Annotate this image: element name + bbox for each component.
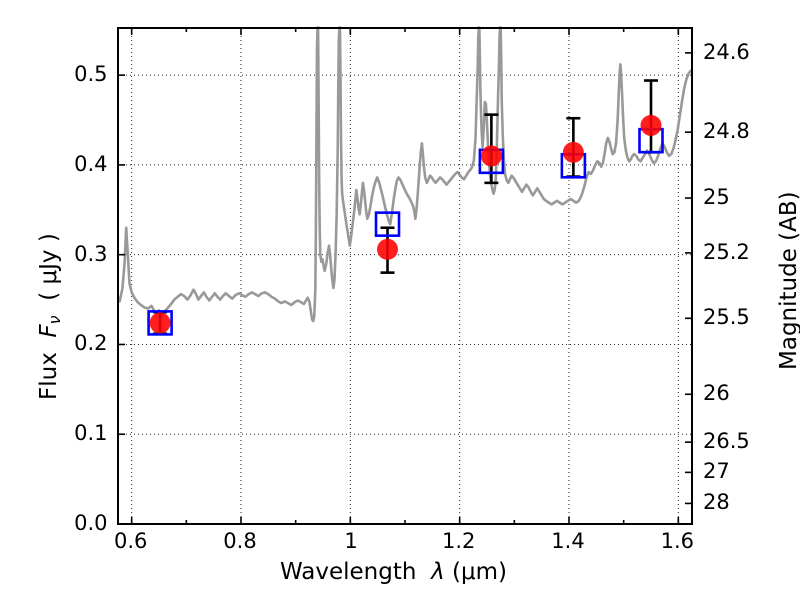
flux-symbol: F [36,324,62,338]
x-tick-label: 0.8 [223,529,257,553]
y2-tick-label: 25.5 [703,305,750,330]
y2-tick-label: 24.6 [703,39,750,64]
x-axis-label: Wavelength λ (μm) [280,561,507,584]
y2-tick-label: 24.8 [703,119,750,144]
y-tick-label: 0.0 [74,511,108,535]
spectrum-curve [118,26,693,323]
x-tick-label: 0.6 [113,529,148,553]
data-circles [149,114,662,334]
y2-tick-label: 25 [703,185,730,210]
y-tick-label: 0.1 [74,421,108,446]
lambda-symbol: λ [431,559,445,585]
x-tick-label: 1.4 [551,529,585,553]
y2-axis-label: Magnitude (AB) [776,191,800,370]
x-tick-label: 1.2 [441,529,476,553]
plot-frame [117,27,693,525]
x-axis-unit: (μm) [452,559,507,585]
y-axis-label: Flux Fν ( μJy ) [36,233,64,400]
y-tick-label: 0.3 [74,241,108,266]
y2-tick-label: 27 [703,459,730,484]
x-tick-label: 1 [344,529,358,553]
y2-tick-label: 28 [703,490,730,515]
grid-lines [118,28,692,524]
y-tick-label: 0.4 [74,151,108,176]
x-axis-label-word: Wavelength [280,559,417,585]
y2-tick-label: 26 [703,381,730,406]
y-tick-label: 0.5 [74,62,108,87]
model-squares [147,127,664,336]
nu-subscript: ν [45,315,64,325]
axis-ticks [118,28,692,525]
y-axis-label-word: Flux [36,352,62,400]
y2-tick-label: 26.5 [703,429,750,454]
y-tick-label: 0.2 [74,331,108,356]
y-axis-unit: ( μJy ) [36,233,62,301]
x-tick-label: 1.6 [660,529,695,553]
y2-tick-label: 25.2 [703,239,750,264]
